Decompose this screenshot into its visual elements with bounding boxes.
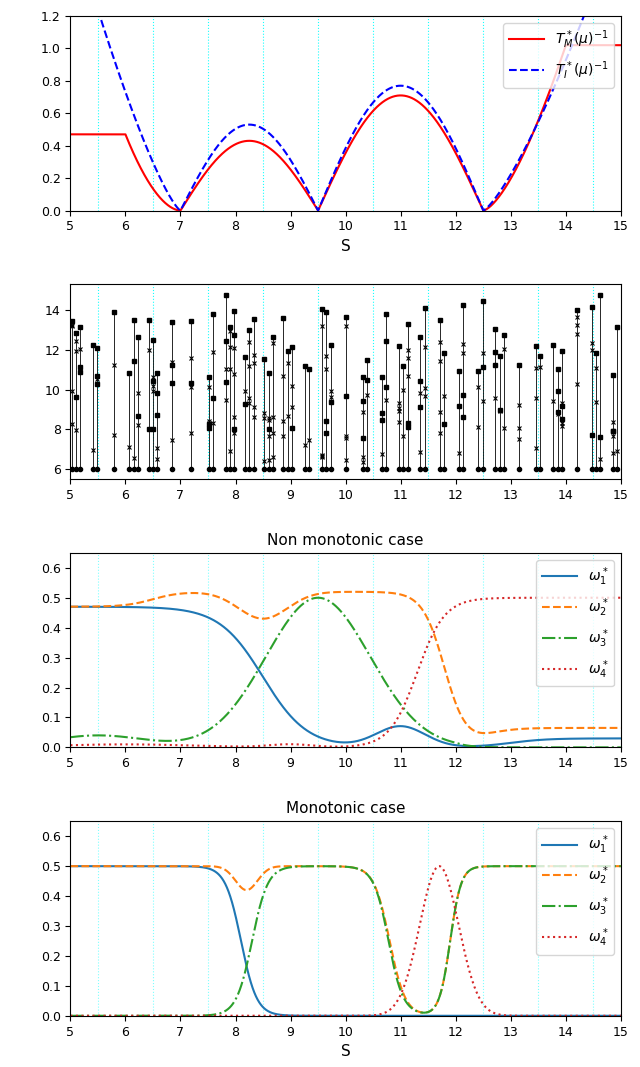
$T_M^*(\mu)^{-1}$ <box>177 204 184 217</box>
$T_M^*(\mu)^{-1}$ <box>129 146 137 159</box>
X-axis label: S: S <box>340 1045 351 1060</box>
$T_M^*(\mu)^{-1}$ <box>301 185 309 197</box>
$T_M^*(\mu)^{-1}$ <box>547 81 555 94</box>
$T_I^*(\mu)^{-1}$ <box>278 141 285 154</box>
$T_M^*(\mu)^{-1}$ <box>278 153 285 165</box>
$T_M^*(\mu)^{-1}$ <box>562 38 570 51</box>
Line: $T_I^*(\mu)^{-1}$: $T_I^*(\mu)^{-1}$ <box>70 0 621 210</box>
$T_I^*(\mu)^{-1}$ <box>301 179 309 192</box>
$T_M^*(\mu)^{-1}$ <box>607 38 614 51</box>
X-axis label: S: S <box>340 239 351 254</box>
$T_M^*(\mu)^{-1}$ <box>162 197 170 210</box>
$T_M^*(\mu)^{-1}$ <box>67 128 74 141</box>
$T_I^*(\mu)^{-1}$ <box>129 107 137 120</box>
Line: $T_M^*(\mu)^{-1}$: $T_M^*(\mu)^{-1}$ <box>70 45 621 210</box>
Legend: $T_M^*(\mu)^{-1}$, $T_I^*(\mu)^{-1}$: $T_M^*(\mu)^{-1}$, $T_I^*(\mu)^{-1}$ <box>503 23 614 87</box>
Legend: $\omega_1^*$, $\omega_2^*$, $\omega_3^*$, $\omega_4^*$: $\omega_1^*$, $\omega_2^*$, $\omega_3^*$… <box>536 560 614 686</box>
$T_M^*(\mu)^{-1}$ <box>617 38 625 51</box>
$T_I^*(\mu)^{-1}$ <box>479 204 487 217</box>
$T_I^*(\mu)^{-1}$ <box>547 89 555 101</box>
Title: Non monotonic case: Non monotonic case <box>268 532 424 547</box>
$T_I^*(\mu)^{-1}$ <box>162 182 170 195</box>
Legend: $\omega_1^*$, $\omega_2^*$, $\omega_3^*$, $\omega_4^*$: $\omega_1^*$, $\omega_2^*$, $\omega_3^*$… <box>536 828 614 955</box>
Title: Monotonic case: Monotonic case <box>286 801 405 816</box>
